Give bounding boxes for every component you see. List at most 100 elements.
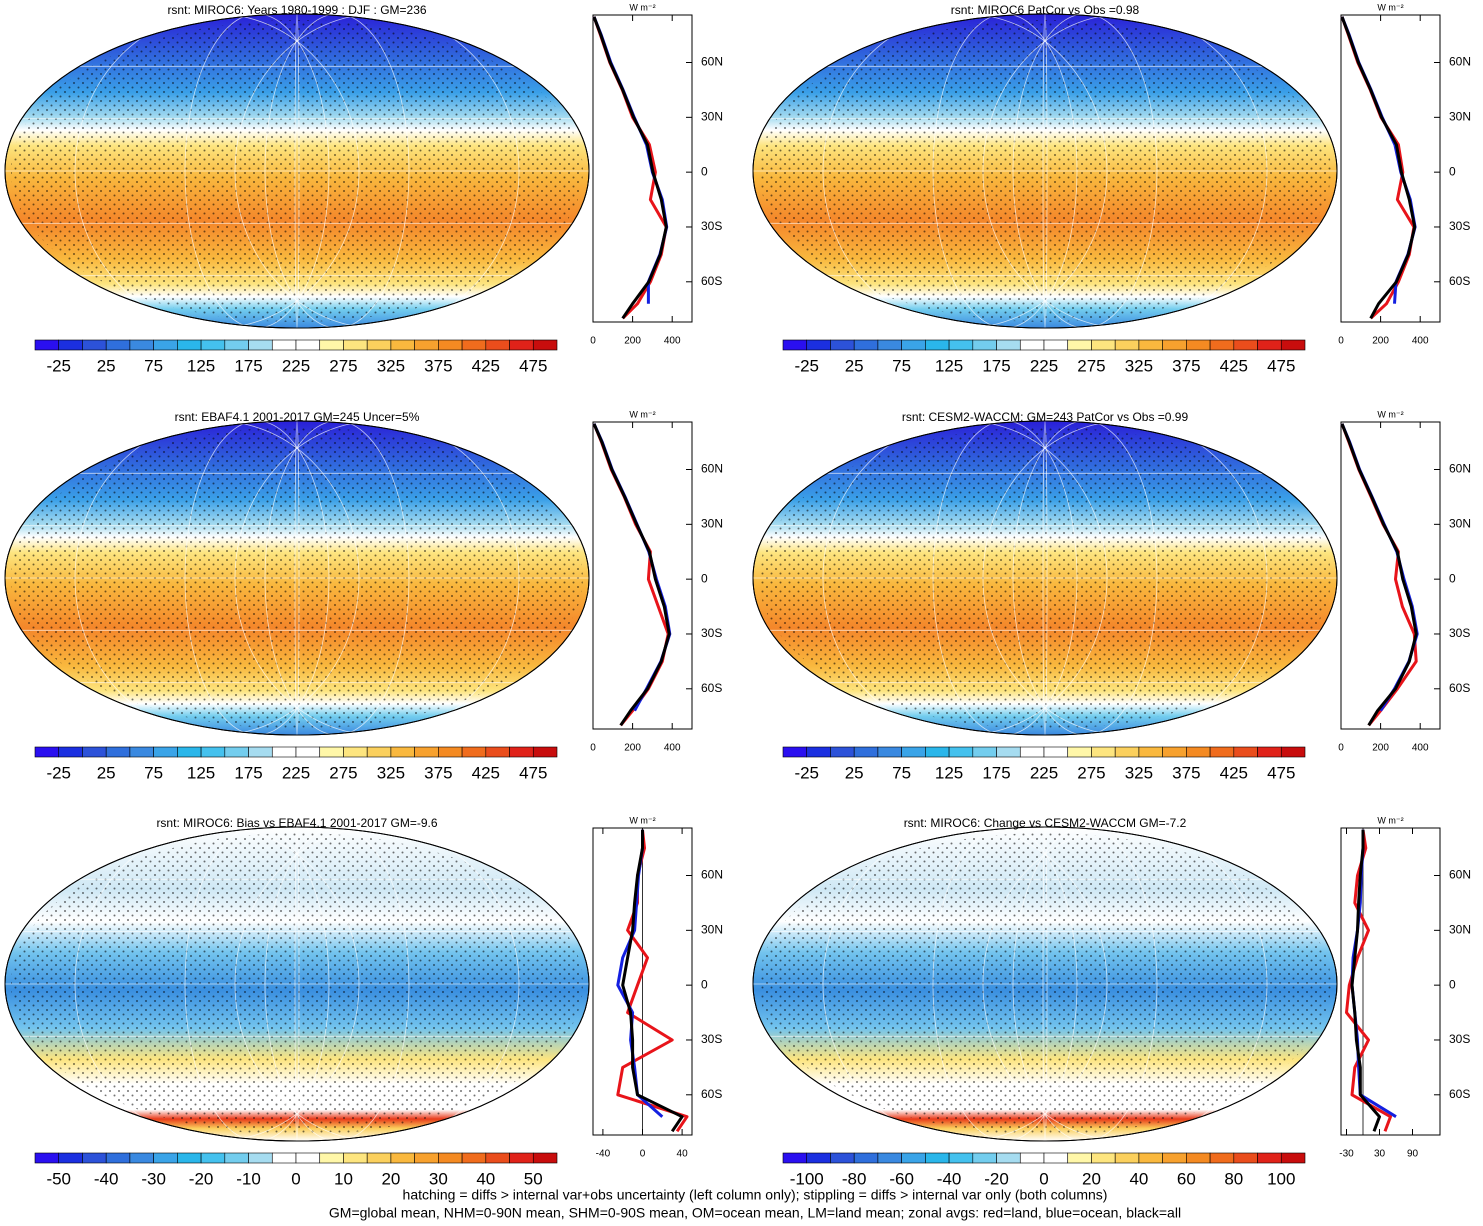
colorbar-label: -30: [141, 1169, 166, 1188]
map-border: [752, 13, 1338, 329]
colorbar-label: 20: [1082, 1169, 1101, 1188]
colorbar-box: [925, 1152, 950, 1164]
colorbar-box: [1019, 1152, 1045, 1164]
x-tick-label: 200: [624, 336, 641, 347]
colorbar-label: -60: [889, 1169, 914, 1188]
colorbar-box: [271, 746, 297, 758]
panel: rsnt: EBAF4.1 2001-2017 GM=245 Uncer=5% -…: [4, 409, 723, 782]
colorbar-box: [1209, 339, 1235, 351]
x-tick-label: 0: [640, 1149, 646, 1160]
colorbar-box: [877, 1152, 902, 1164]
x-tick-label: -40: [596, 1149, 611, 1160]
colorbar-box: [414, 339, 439, 351]
panel: rsnt: MIROC6: Change vs CESM2-WACCM GM=-…: [752, 815, 1471, 1188]
colorbar-label: 125: [935, 356, 963, 375]
colorbar-label: 0: [291, 1169, 300, 1188]
x-unit: W m⁻²: [629, 2, 655, 12]
colorbar-box: [58, 746, 83, 758]
colorbar-label: 275: [329, 356, 357, 375]
zonal-line: [1340, 16, 1417, 320]
y-tick-label: 60S: [1449, 1087, 1470, 1101]
colorbar-box: [177, 746, 202, 758]
x-tick-label: 90: [1407, 1149, 1419, 1160]
colorbar-label: 425: [1220, 356, 1248, 375]
colorbar-label: 225: [282, 763, 310, 782]
colorbar-box: [177, 1152, 202, 1164]
colorbar-label: 275: [329, 763, 357, 782]
colorbar-label: 60: [1177, 1169, 1196, 1188]
colorbar-box: [996, 339, 1021, 351]
colorbar-label: 100: [1267, 1169, 1295, 1188]
colorbar-box: [1019, 339, 1045, 351]
colorbar-box: [224, 1152, 249, 1164]
x-tick-label: 30: [1374, 1149, 1386, 1160]
colorbar-box: [1162, 1152, 1187, 1164]
zonal-line: [1340, 423, 1418, 727]
x-unit: W m⁻²: [1377, 815, 1403, 825]
colorbar-label: 375: [424, 356, 452, 375]
colorbar-label: -80: [842, 1169, 867, 1188]
colorbar-label: 175: [982, 356, 1010, 375]
colorbar-box: [948, 746, 974, 758]
colorbar-box: [806, 339, 831, 351]
colorbar-box: [1138, 339, 1163, 351]
x-tick-label: 400: [664, 743, 681, 754]
colorbar-box: [485, 746, 510, 758]
colorbar-box: [1257, 746, 1282, 758]
colorbar-label: -25: [794, 356, 819, 375]
colorbar-label: 75: [892, 356, 911, 375]
colorbar-box: [1091, 746, 1116, 758]
colorbar-label: 425: [472, 356, 500, 375]
colorbar-label: 175: [234, 356, 262, 375]
colorbar-box: [319, 339, 344, 351]
colorbar-label: 375: [1172, 763, 1200, 782]
y-tick-label: 30S: [701, 1032, 722, 1046]
colorbar-box: [1280, 339, 1306, 351]
zonal-line: [1345, 829, 1392, 1132]
colorbar-label: 75: [144, 356, 163, 375]
colorbar-box: [877, 339, 902, 351]
colorbar-box: [461, 339, 487, 351]
colorbar-box: [996, 1152, 1021, 1164]
zonal-line: [592, 16, 669, 304]
colorbar-box: [1280, 746, 1306, 758]
x-tick-label: 0: [1338, 336, 1344, 347]
colorbar-box: [34, 339, 60, 351]
colorbar-label: 475: [519, 763, 547, 782]
colorbar-label: -10: [236, 1169, 261, 1188]
colorbar-box: [901, 1152, 926, 1164]
footnote: hatching = diffs > internal var+obs unce…: [403, 1187, 1108, 1203]
colorbar-label: 25: [97, 763, 116, 782]
colorbar-label: 325: [1125, 763, 1153, 782]
x-tick-label: 0: [590, 743, 596, 754]
y-tick-label: 0: [701, 164, 708, 178]
colorbar-box: [830, 1152, 855, 1164]
colorbar-label: 40: [476, 1169, 495, 1188]
colorbar-box: [782, 1152, 808, 1164]
y-tick-label: 60S: [701, 681, 722, 695]
colorbar-label: 375: [1172, 356, 1200, 375]
x-tick-label: -30: [1339, 1149, 1354, 1160]
colorbar-box: [224, 339, 249, 351]
colorbar-box: [1067, 746, 1092, 758]
colorbar-box: [830, 746, 855, 758]
colorbar-label: -25: [46, 356, 71, 375]
panel-title: rsnt: MIROC6: Change vs CESM2-WACCM GM=-…: [904, 816, 1187, 830]
colorbar-label: 325: [377, 356, 405, 375]
colorbar-label: 225: [282, 356, 310, 375]
colorbar-box: [1114, 1152, 1140, 1164]
zonal-line: [592, 16, 668, 320]
colorbar-box: [1257, 1152, 1282, 1164]
panel-title: rsnt: CESM2-WACCM: GM=243 PatCor vs Obs …: [902, 410, 1189, 424]
y-tick-label: 60N: [1449, 868, 1471, 882]
zonal-frame: [592, 421, 693, 730]
panel-title: rsnt: MIROC6: Years 1980-1999 : DJF : GM…: [167, 3, 426, 17]
y-tick-label: 0: [701, 571, 708, 585]
colorbar-label: 75: [144, 763, 163, 782]
colorbar-label: 225: [1030, 763, 1058, 782]
y-tick-label: 30N: [1449, 517, 1471, 531]
y-tick-label: 30S: [701, 626, 722, 640]
colorbar-box: [105, 1152, 131, 1164]
colorbar-box: [153, 339, 178, 351]
colorbar-box: [948, 339, 974, 351]
